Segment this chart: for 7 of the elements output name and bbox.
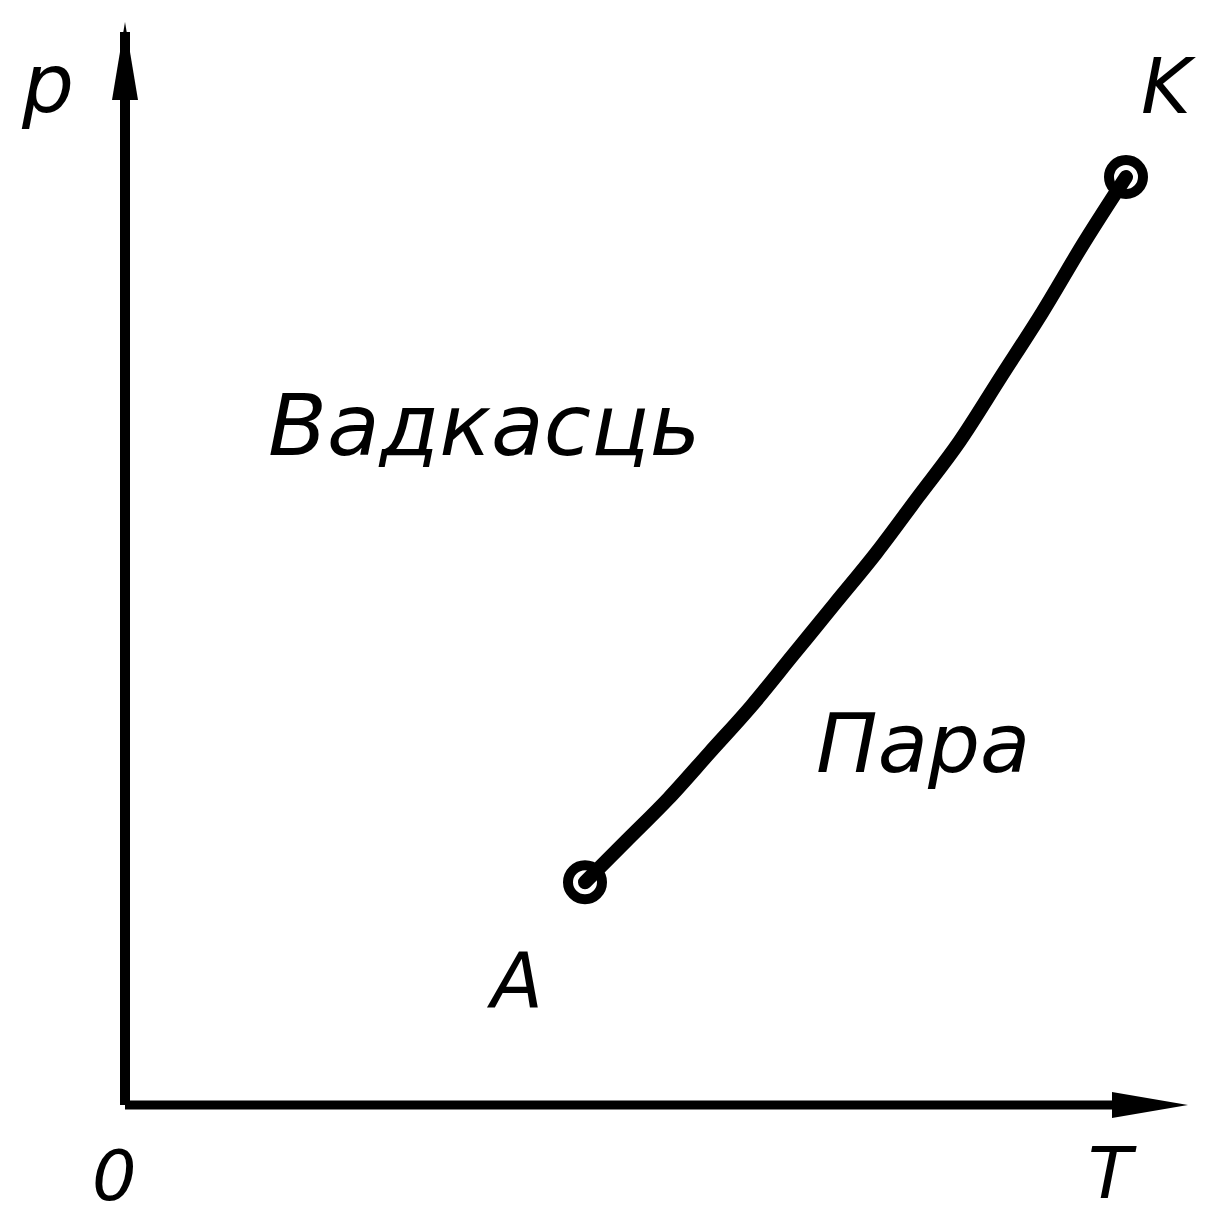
- x-axis-title: T: [1088, 1131, 1137, 1207]
- annotation: Пара: [816, 696, 1031, 791]
- annotation: Вадкасць: [268, 375, 701, 475]
- text: K: [1141, 42, 1197, 131]
- text: 0: [92, 1135, 137, 1207]
- text: A: [486, 936, 543, 1026]
- text: p: [21, 36, 75, 131]
